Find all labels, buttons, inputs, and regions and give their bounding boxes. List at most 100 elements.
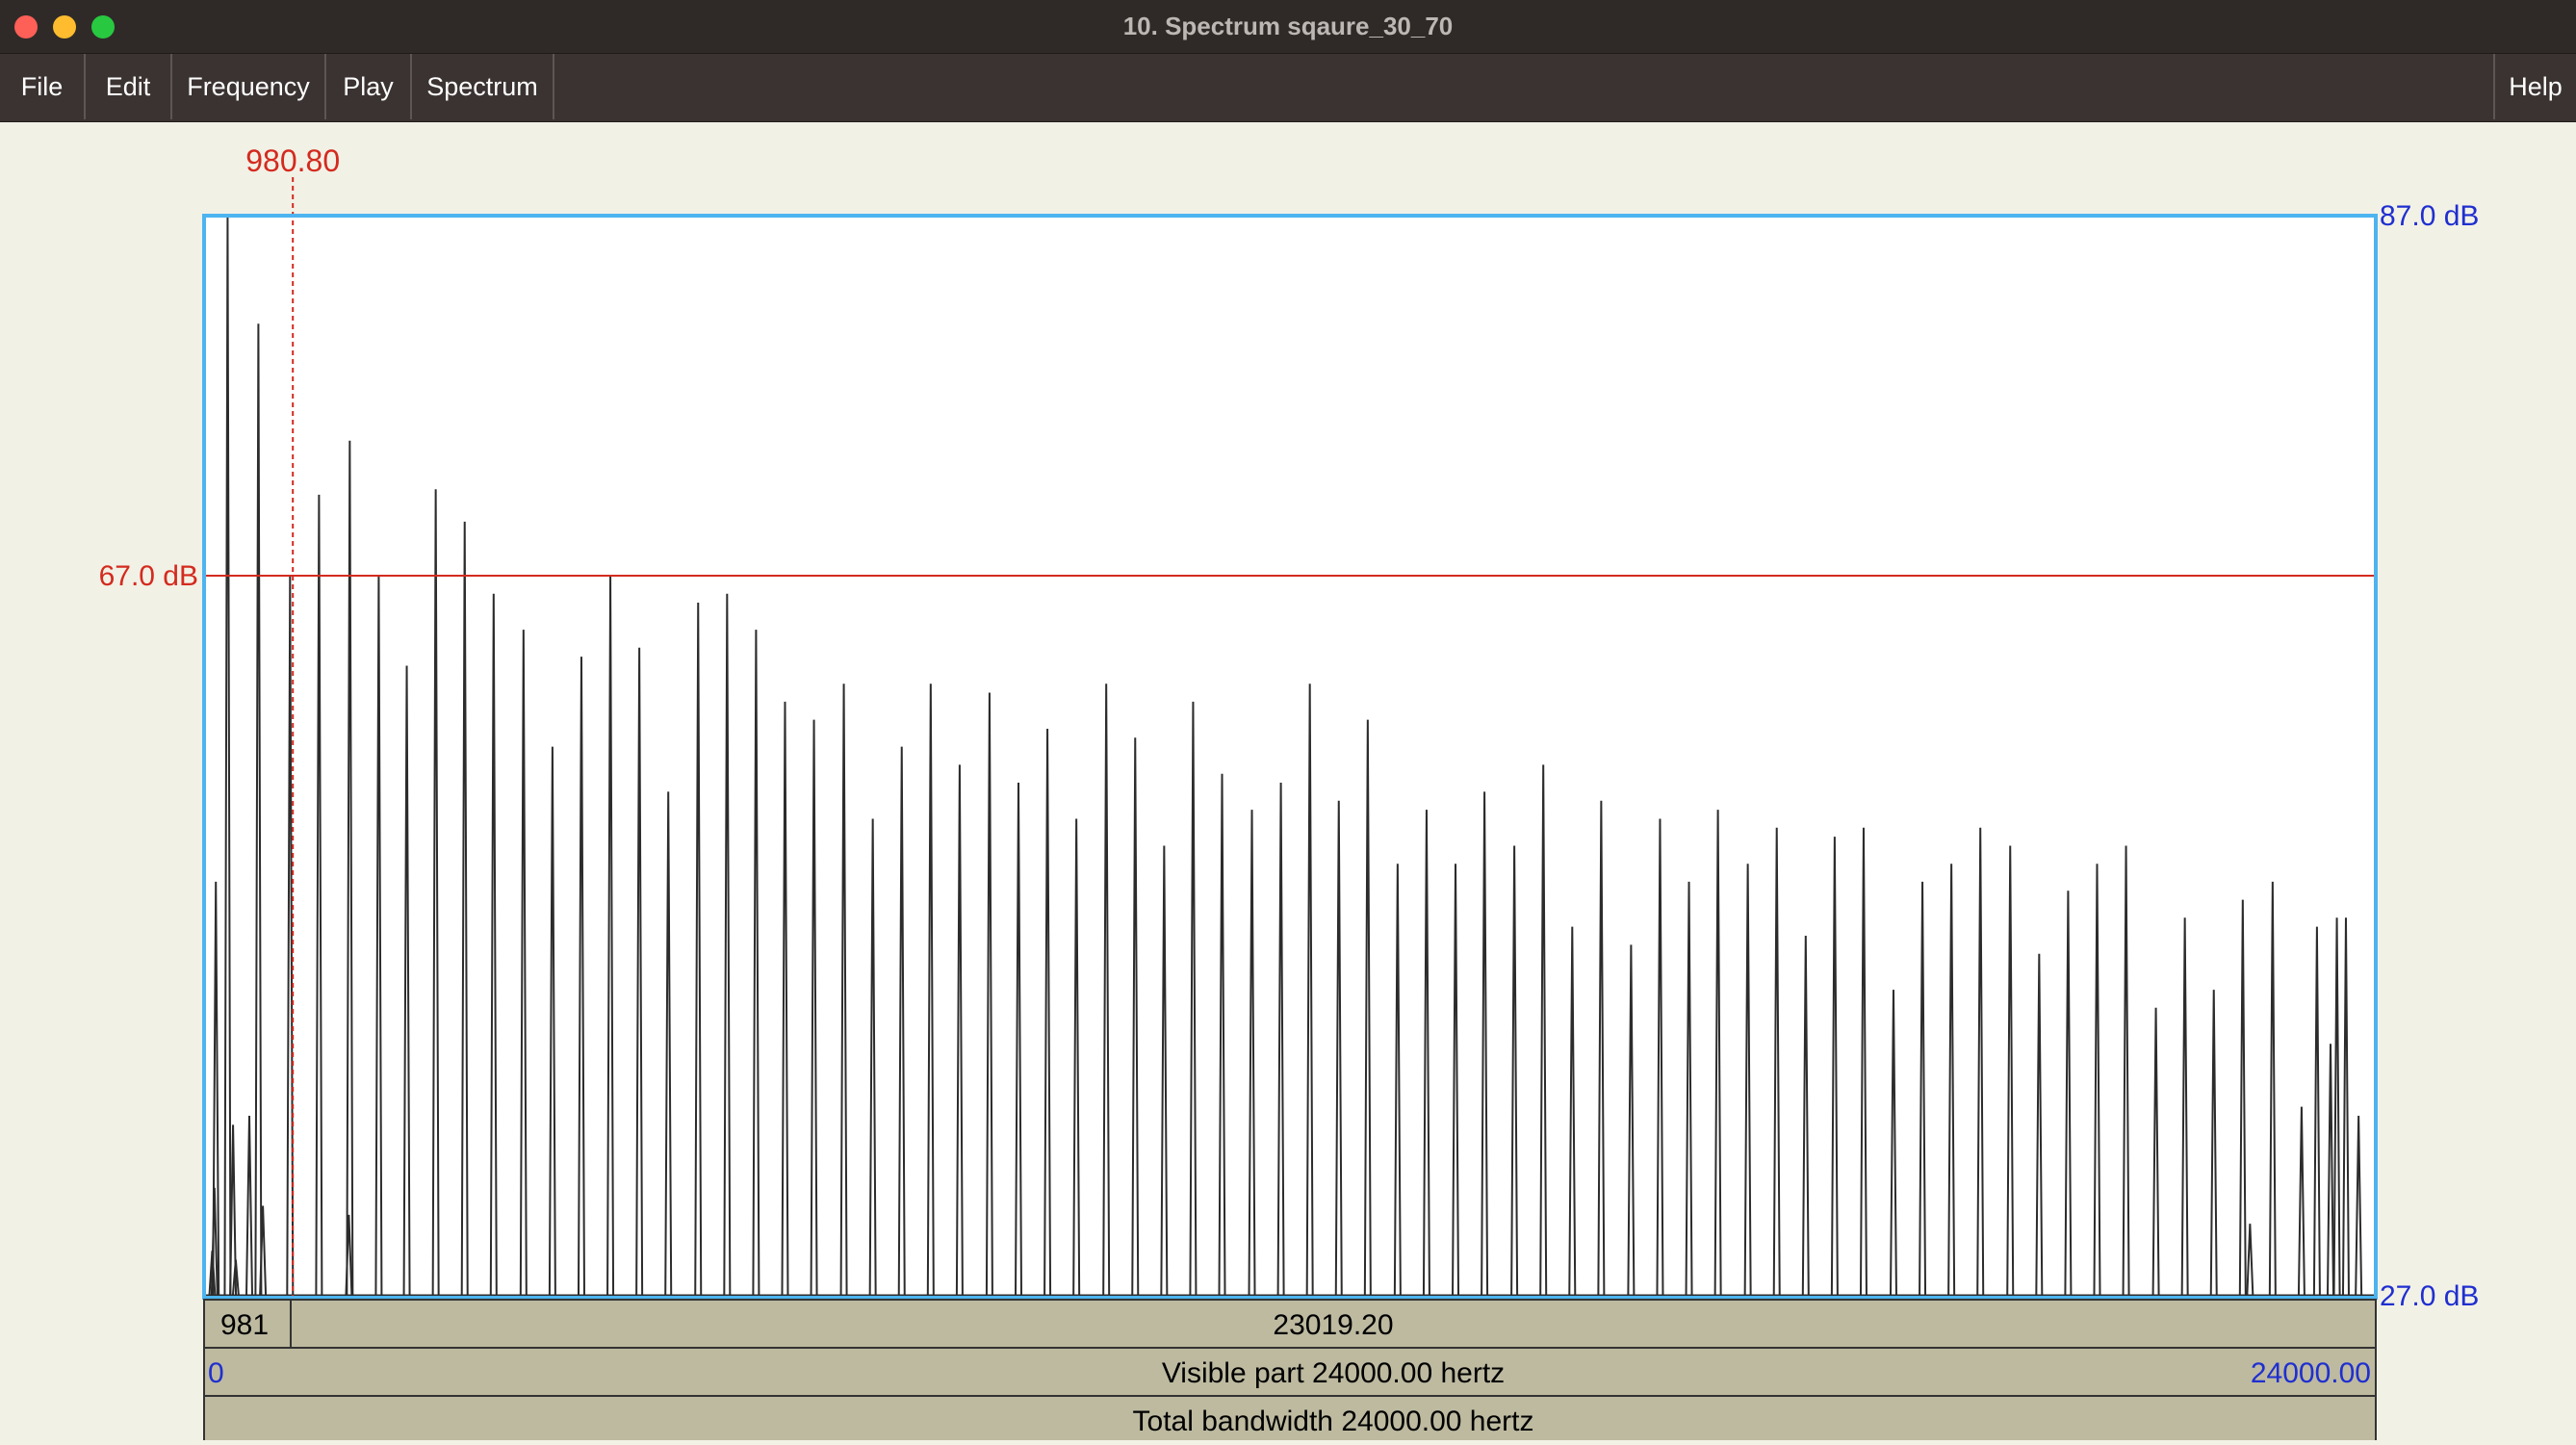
spectrum-peak: [664, 791, 673, 1297]
plot-area[interactable]: [204, 216, 2376, 1298]
spectrum-peak: [985, 692, 993, 1297]
spectrum-peak: [1713, 810, 1722, 1297]
title-bar: 10. Spectrum sqaure_30_70: [0, 0, 2576, 54]
spectrum-peak: [1218, 773, 1226, 1297]
spectrum-peak: [839, 684, 848, 1297]
spectrum-peak: [1539, 764, 1548, 1297]
spectrum-peak: [1830, 837, 1839, 1297]
spectrum-peak: [1131, 737, 1140, 1297]
spectrum-peak: [897, 746, 906, 1297]
spectrum-peak: [1568, 926, 1577, 1297]
spectrum-peak: [1597, 800, 1606, 1297]
spectrum-peak: [1481, 791, 1489, 1297]
spectrum-peak: [2006, 845, 2015, 1297]
spectrum-peak: [346, 440, 354, 1297]
spectrum-peak: [1334, 800, 1343, 1297]
spectrum-peak: [955, 764, 964, 1297]
spectrum-peak: [212, 881, 220, 1297]
spectrum-peak: [1801, 935, 1810, 1297]
spectrum-peak: [781, 701, 789, 1297]
spectrum-peak: [1976, 827, 1985, 1297]
right-region-bar[interactable]: [290, 1299, 2377, 1349]
spectrum-peak: [1160, 845, 1169, 1297]
spectrum-peak: [1772, 827, 1781, 1297]
menu-bar: File Edit Frequency Play Spectrum Help: [0, 54, 2576, 122]
close-window-button[interactable]: [14, 15, 38, 39]
spectrum-peak: [2327, 1044, 2334, 1297]
spectrum-peak: [1510, 845, 1519, 1297]
spectrum-peak: [2341, 917, 2350, 1297]
spectrum-peak: [1743, 864, 1752, 1297]
spectrum-peak: [1919, 881, 1927, 1297]
menu-frequency[interactable]: Frequency: [172, 54, 326, 119]
spectrum-peak: [1072, 818, 1081, 1297]
spectrum-peak: [1363, 719, 1372, 1297]
spectrum-peak: [2355, 1115, 2363, 1297]
total-bandwidth-bar[interactable]: [203, 1395, 2377, 1445]
spectrum-peak: [694, 603, 703, 1297]
spectrum-peak: [245, 1115, 253, 1297]
spectrum-peak: [315, 494, 323, 1297]
spectrum-peak: [752, 630, 760, 1297]
total-bandwidth-label: Total bandwidth 24000.00 hertz: [1133, 1406, 1534, 1437]
spectrum-peak: [402, 665, 411, 1297]
menu-help[interactable]: Help: [2493, 54, 2576, 119]
spectrum-view[interactable]: 980.80 67.0 dB 87.0 dB 27.0 dB 981 23019…: [0, 121, 2576, 1445]
spectrum-peak: [2180, 917, 2189, 1297]
spectrum-peak: [2064, 890, 2073, 1297]
spectrum-peak: [810, 719, 818, 1297]
spectrum-peak: [431, 489, 440, 1297]
spectrum-peak: [2122, 845, 2130, 1297]
cursor-frequency-label: 980.80: [245, 143, 340, 178]
plot-frame: [202, 214, 2378, 1300]
spectrum-peak: [1248, 810, 1256, 1297]
spectrum-peak: [868, 818, 877, 1297]
cursor-level-label: 67.0 dB: [99, 560, 198, 592]
spectrum-peak: [1627, 944, 1636, 1297]
spectrum-peak: [1889, 990, 1897, 1297]
menu-play[interactable]: Play: [326, 54, 412, 119]
spectrum-peak: [2312, 926, 2321, 1297]
spectrum-peak: [2035, 953, 2044, 1297]
spectrum-peak: [1859, 827, 1868, 1297]
spectrum-peak: [1947, 864, 1956, 1297]
spectrum-peak: [519, 630, 528, 1297]
spectrum-peak: [1656, 818, 1664, 1297]
spectrum-peak: [460, 521, 469, 1297]
spectrum-peak: [259, 1205, 268, 1297]
spectrum-peak: [2093, 864, 2101, 1297]
right-region-value: 23019.20: [1273, 1309, 1393, 1341]
spectrum-peak: [1452, 864, 1460, 1297]
maximize-window-button[interactable]: [91, 15, 115, 39]
spectrum-peak: [489, 593, 498, 1297]
visible-right-value: 24000.00: [2251, 1357, 2371, 1389]
spectrum-peak: [1276, 783, 1285, 1297]
spectrum-peak: [2297, 1106, 2306, 1297]
spectrum-plot[interactable]: 980.80 67.0 dB 87.0 dB 27.0 dB 981 23019…: [0, 121, 2576, 1445]
left-region-value: 981: [220, 1309, 269, 1341]
menu-edit[interactable]: Edit: [86, 54, 172, 119]
spectrum-peak: [2209, 990, 2218, 1297]
window-title: 10. Spectrum sqaure_30_70: [1122, 12, 1454, 40]
spectrum-peak: [254, 323, 263, 1297]
spectrum-peak: [1685, 881, 1693, 1297]
spectrum-peak: [1305, 684, 1314, 1297]
spectrum-peak: [231, 1259, 240, 1297]
minimize-window-button[interactable]: [53, 15, 76, 39]
spectrum-peak: [1043, 728, 1052, 1297]
spectrum-peak: [1422, 810, 1430, 1297]
visible-part-bar[interactable]: [203, 1347, 2377, 1397]
spectrum-peak: [635, 647, 644, 1297]
menu-file[interactable]: File: [0, 54, 86, 119]
spectrum-peak: [1102, 684, 1111, 1297]
spectrum-peak: [548, 746, 556, 1297]
spectrum-peak: [2268, 881, 2277, 1297]
spectrum-peak: [1015, 783, 1022, 1297]
spectrum-peak: [723, 593, 732, 1297]
visible-part-label: Visible part 24000.00 hertz: [1162, 1357, 1505, 1389]
spectrum-peak: [2246, 1224, 2254, 1297]
spectrum-peak: [2332, 917, 2341, 1297]
spectrum-peak: [2151, 1007, 2160, 1297]
visible-left-value: 0: [208, 1357, 224, 1389]
menu-spectrum[interactable]: Spectrum: [412, 54, 554, 119]
